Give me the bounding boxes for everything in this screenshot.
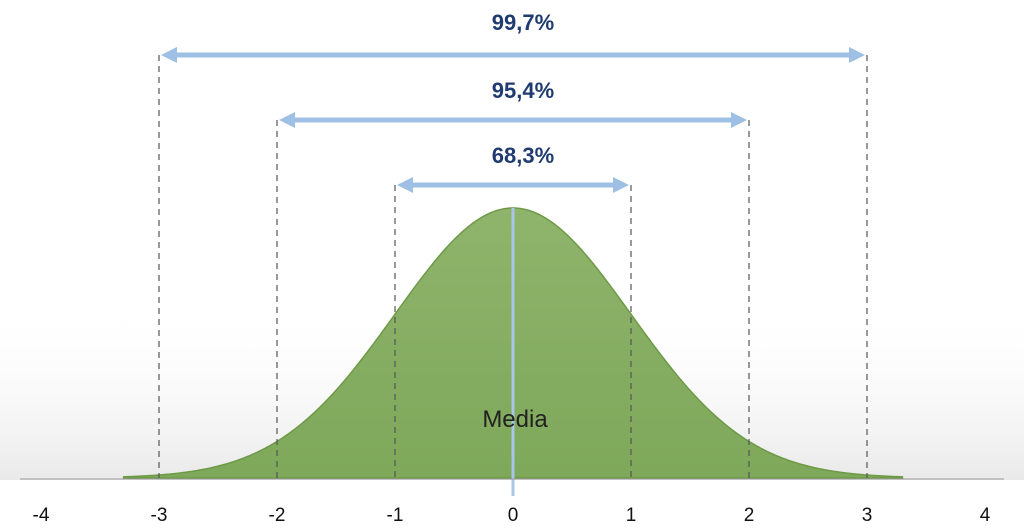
arrow-head-right-3-sigma xyxy=(849,47,865,63)
x-tick-label: -1 xyxy=(387,505,404,526)
arrow-head-left-3-sigma xyxy=(161,47,177,63)
arrow-head-right-1-sigma xyxy=(613,177,629,193)
x-tick-label: 3 xyxy=(862,505,873,526)
x-tick-label: 1 xyxy=(626,505,637,526)
interval-label-1-sigma: 68,3% xyxy=(492,143,554,168)
arrow-head-left-1-sigma xyxy=(397,177,413,193)
interval-label-2-sigma: 95,4% xyxy=(492,78,554,103)
x-tick-label: -4 xyxy=(33,505,50,526)
arrow-head-left-2-sigma xyxy=(279,112,295,128)
x-tick-label: -3 xyxy=(151,505,168,526)
x-tick-label: -2 xyxy=(269,505,286,526)
x-tick-label: 4 xyxy=(980,505,991,526)
mean-label: Media xyxy=(482,406,548,433)
x-tick-label: 0 xyxy=(508,505,519,526)
interval-label-3-sigma: 99,7% xyxy=(492,10,554,35)
arrow-head-right-2-sigma xyxy=(731,112,747,128)
x-tick-label: 2 xyxy=(744,505,755,526)
